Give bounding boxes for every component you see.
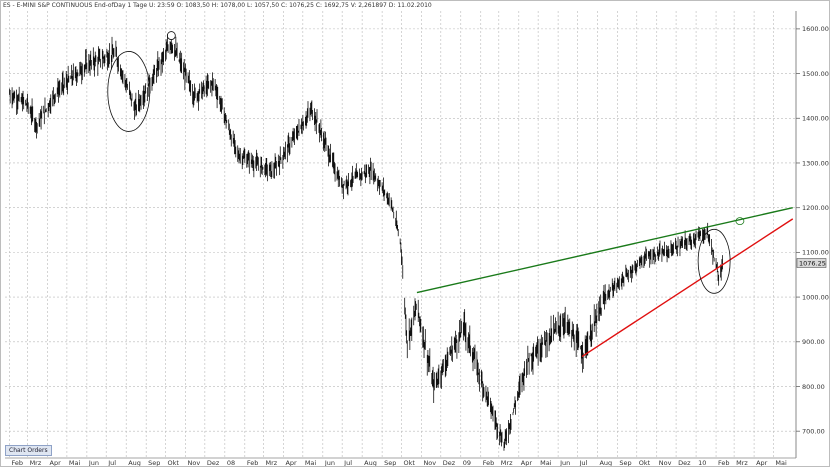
x-tick-label: Mrz xyxy=(501,459,513,466)
ellipse-annotation-2010-jan xyxy=(697,228,731,294)
x-tick-label: Okt xyxy=(403,459,415,466)
open-label: O: 1083,50 xyxy=(176,2,210,9)
x-tick-label: Mai xyxy=(305,459,317,466)
x-tick-label: Jun xyxy=(559,459,570,466)
x-tick-label: Apr xyxy=(285,459,297,466)
x-tick-label: Aug xyxy=(364,459,377,466)
volume-label: V: 2,261897 xyxy=(350,2,387,9)
y-tick-label: 1600.00 xyxy=(802,25,829,33)
x-tick-label: Jul xyxy=(343,459,352,466)
low-label: L: 1057,50 xyxy=(246,2,280,9)
x-tick-label: Feb xyxy=(12,459,24,466)
x-tick-label: Nov xyxy=(188,459,201,466)
x-tick-label: Sep xyxy=(148,459,160,466)
x-tick-label: Dez xyxy=(678,459,691,466)
price-bars xyxy=(9,34,723,451)
x-tick-label: Mai xyxy=(69,459,81,466)
x-tick-label: Mai xyxy=(775,459,787,466)
y-tick-label: 1500.00 xyxy=(802,70,829,78)
x-tick-label: Sep xyxy=(384,459,396,466)
x-tick-label: 10 xyxy=(698,459,706,466)
x-tick-label: Nov xyxy=(659,459,672,466)
last-price-box xyxy=(796,258,827,268)
y-tick-label: 1300.00 xyxy=(802,159,829,167)
circle-annotation-2007-peak xyxy=(166,31,176,40)
x-tick-label: Mrz xyxy=(30,459,42,466)
x-tick-label: 09 xyxy=(463,459,471,466)
symbol-label: ES - E-MINI S&P CONTINUOUS xyxy=(3,2,93,9)
upper-trendline xyxy=(416,206,793,294)
y-tick-label: 1200.00 xyxy=(802,204,829,212)
y-tick-label: 1400.00 xyxy=(802,115,829,123)
x-tick-label: Apr xyxy=(50,459,62,466)
interval-label: End-ofDay 1 Tage xyxy=(94,2,148,9)
high-label: H: 1078,00 xyxy=(211,2,246,9)
x-tick-label: Feb xyxy=(483,459,495,466)
last-price-label: 1076.25 xyxy=(799,259,826,267)
x-tick-label: Sep xyxy=(619,459,631,466)
y-tick-label: 900.00 xyxy=(802,338,825,346)
x-tick-label: Apr xyxy=(756,459,768,466)
x-tick-label: Feb xyxy=(718,459,730,466)
x-tick-label: Jul xyxy=(578,459,587,466)
x-tick-label: Feb xyxy=(247,459,259,466)
time-label: U: 23:59 xyxy=(148,2,175,9)
y-tick-label: 1000.00 xyxy=(802,293,829,301)
x-tick-label: Okt xyxy=(168,459,180,466)
x-tick-label: Mrz xyxy=(736,459,748,466)
chart-orders-button[interactable]: Chart Orders xyxy=(5,445,52,456)
close-label: C: 1076,25 xyxy=(280,2,314,9)
x-tick-label: Jun xyxy=(324,459,335,466)
x-tick-label: Jul xyxy=(107,459,116,466)
y-tick-label: 800.00 xyxy=(802,383,825,391)
x-tick-label: Dez xyxy=(443,459,456,466)
circle-annotation-2010-mar xyxy=(735,217,745,225)
date-label: D: 11.02.2010 xyxy=(388,2,432,9)
x-tick-label: Mai xyxy=(540,459,552,466)
x-tick-label: Jun xyxy=(88,459,99,466)
y-tick-label: 700.00 xyxy=(802,427,825,435)
lower-trendline xyxy=(581,218,794,358)
y-tick-label: 1100.00 xyxy=(802,249,829,257)
x-tick-label: Nov xyxy=(423,459,436,466)
x-tick-label: Aug xyxy=(128,459,141,466)
extra-close-label: C: 1692,75 xyxy=(315,2,349,9)
x-tick-label: Mrz xyxy=(266,459,278,466)
x-tick-label: Aug xyxy=(599,459,612,466)
x-tick-label: 08 xyxy=(227,459,235,466)
x-tick-label: Okt xyxy=(639,459,651,466)
price-series xyxy=(9,34,723,451)
x-tick-label: Apr xyxy=(521,459,533,466)
chart-header: ES - E-MINI S&P CONTINUOUS End-ofDay 1 T… xyxy=(3,2,432,9)
ellipse-annotation-2007-summer xyxy=(107,51,151,132)
x-tick-label: Dez xyxy=(207,459,220,466)
